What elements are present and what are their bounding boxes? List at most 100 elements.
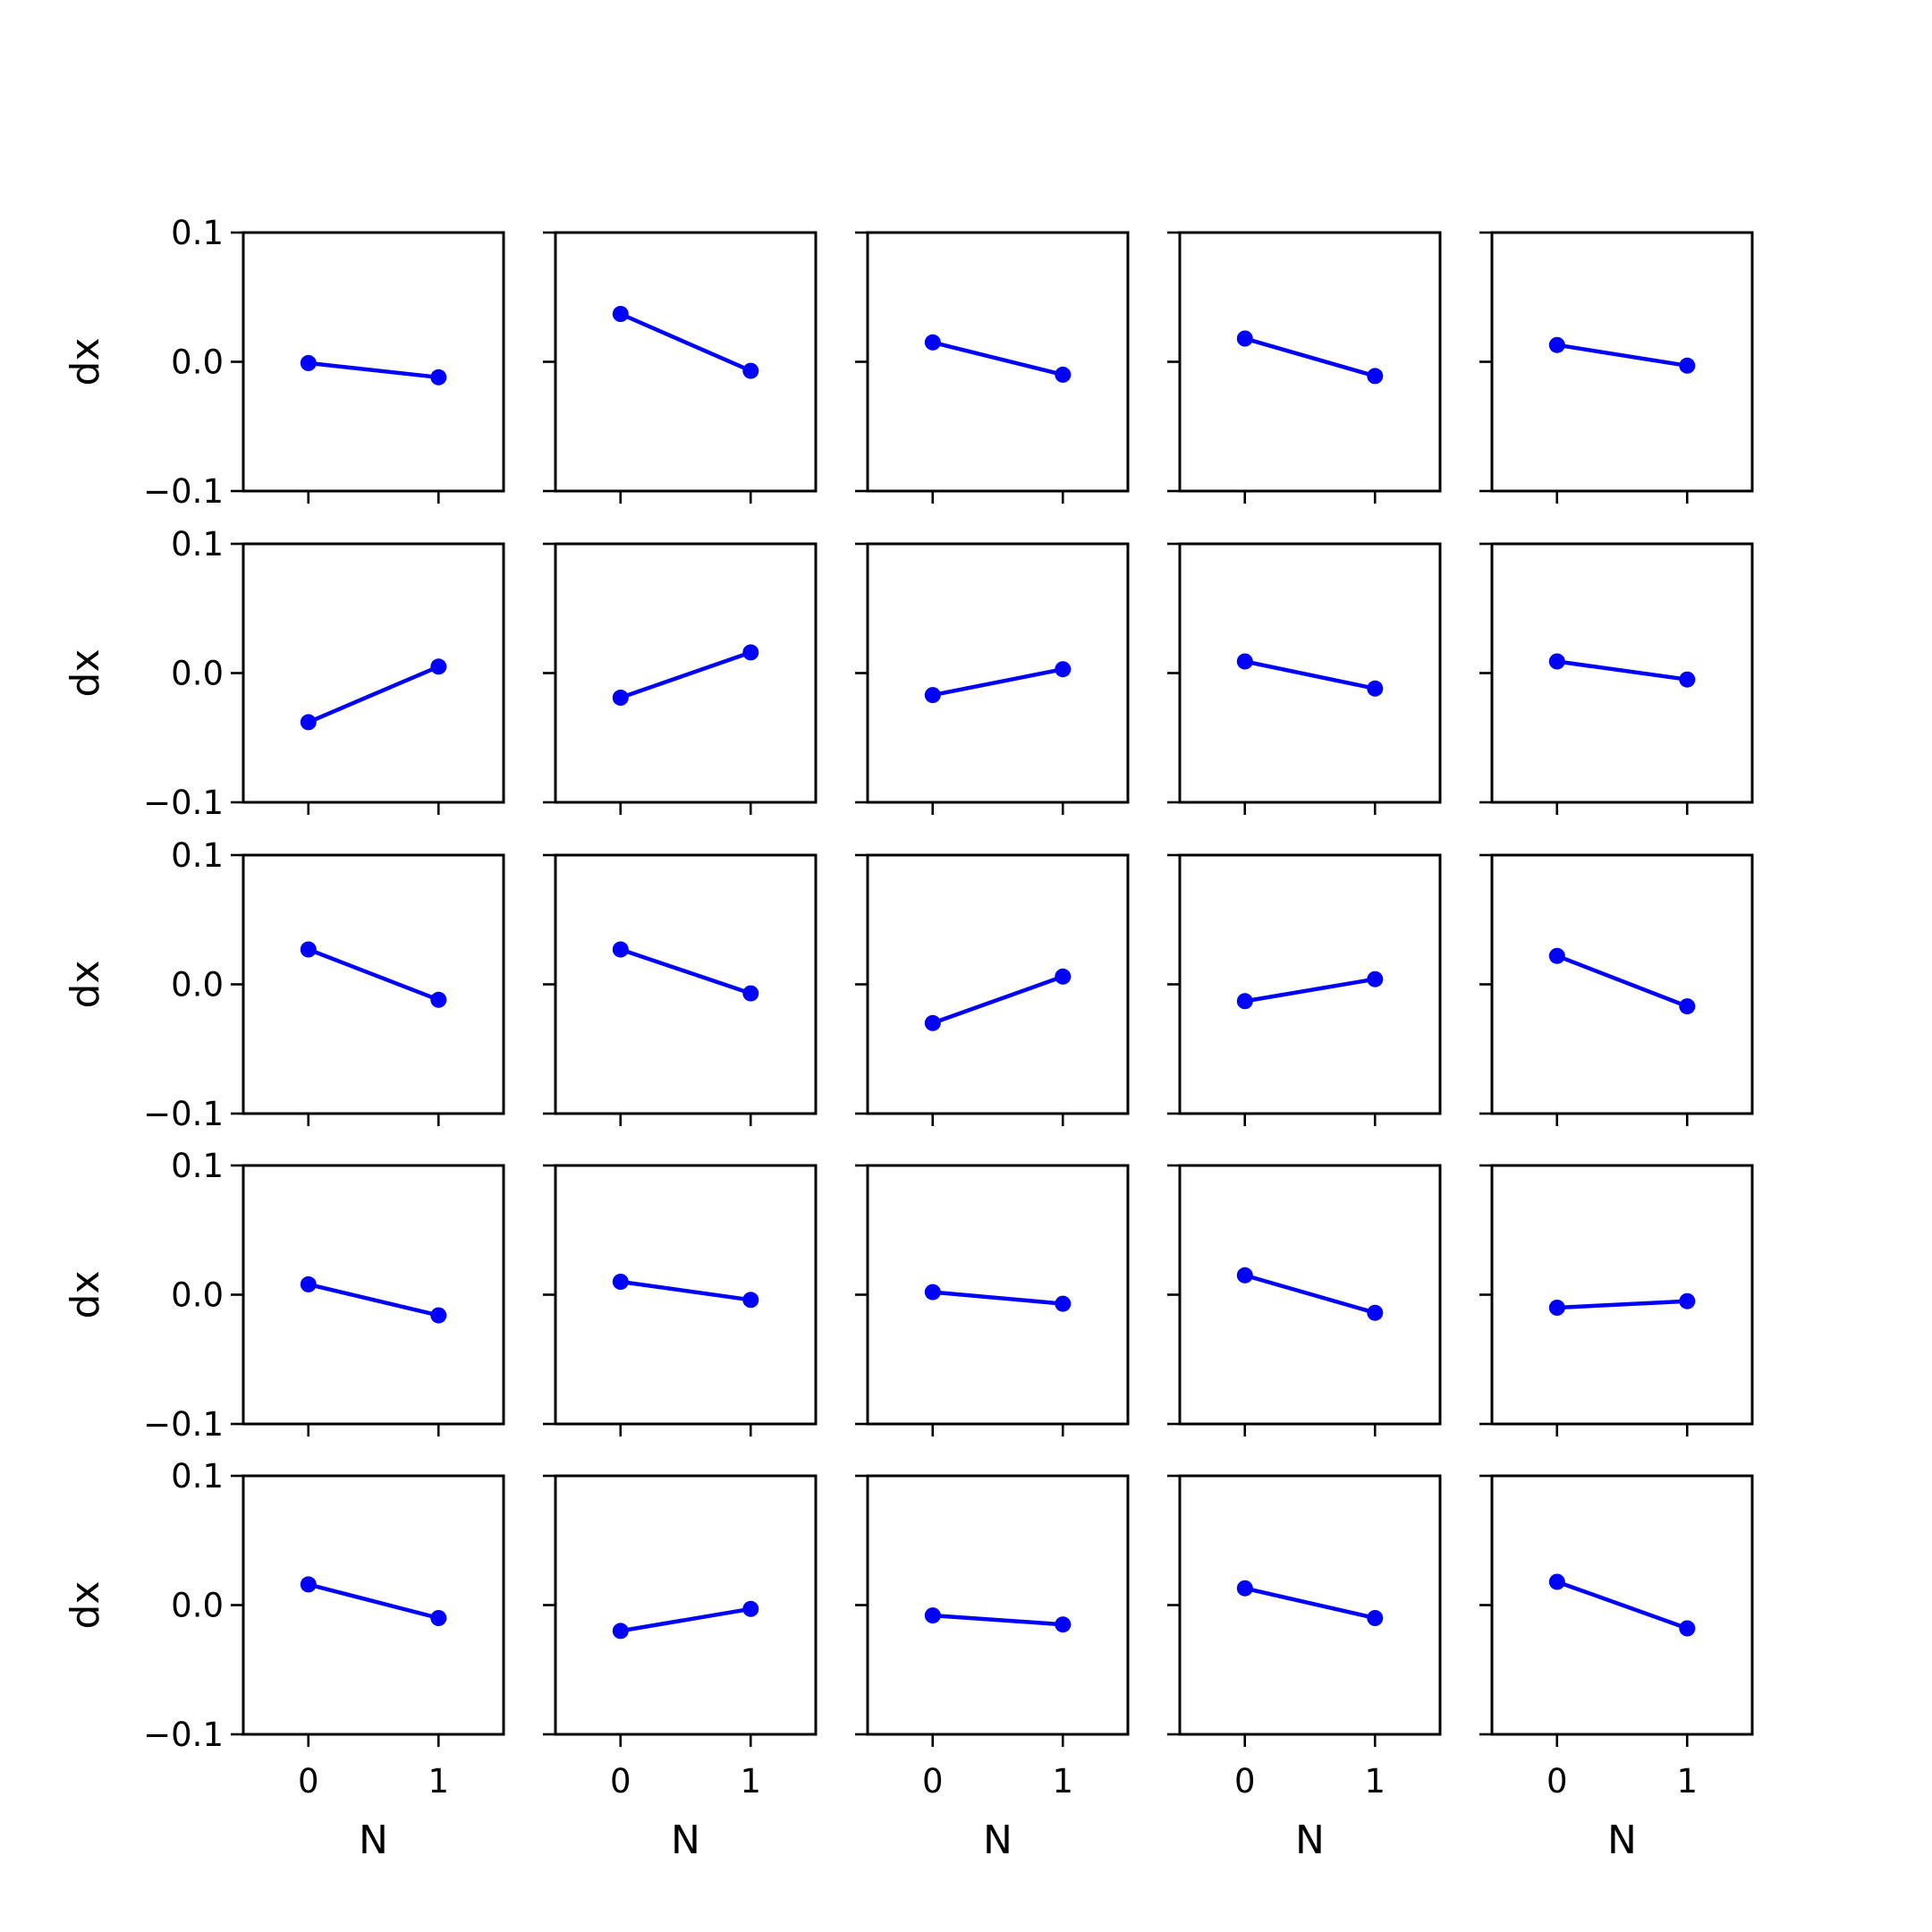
data-point — [300, 1275, 317, 1292]
panel-r2-c4 — [1479, 853, 1754, 1126]
series-line — [1556, 659, 1688, 682]
data-point — [430, 369, 447, 386]
axes-frame — [242, 542, 505, 804]
y-tick-label: 0.0 — [171, 966, 224, 1004]
panel-r1-c1 — [543, 542, 818, 815]
axes-frame — [554, 1474, 818, 1736]
panel-r2-c1 — [543, 853, 818, 1126]
data-point — [742, 644, 759, 661]
series-line — [1556, 1580, 1689, 1631]
data-point — [1367, 368, 1384, 385]
data-point — [612, 1623, 629, 1640]
y-tick-label: 0.0 — [171, 1587, 224, 1625]
series-line — [932, 340, 1063, 377]
data-point — [1236, 993, 1253, 1010]
panel-r3-c0: −0.1 0.0 0.1 dx — [63, 1147, 505, 1444]
data-point — [924, 334, 941, 351]
x-tick-label: 0 — [1546, 1762, 1568, 1801]
data-point — [612, 690, 629, 706]
axes-frame — [1178, 853, 1442, 1115]
y-tick-label: 0.1 — [171, 1147, 224, 1185]
x-axis-label: N — [983, 1818, 1013, 1863]
x-axis-label: N — [1295, 1818, 1325, 1863]
axes-frame — [1178, 231, 1442, 493]
series-line — [307, 947, 440, 1002]
y-tick-label: −0.1 — [143, 1405, 224, 1444]
data-point — [1548, 336, 1565, 353]
data-point — [300, 1576, 317, 1593]
axes-frame — [866, 853, 1130, 1115]
panel-r1-c4 — [1479, 542, 1754, 815]
data-point — [924, 1607, 941, 1624]
y-axis-label: dx — [63, 649, 108, 698]
axes-frame — [554, 231, 818, 493]
panel-r0-c1 — [543, 231, 818, 504]
series-line — [1556, 343, 1688, 369]
axes-frame — [1490, 231, 1754, 493]
y-tick-label: 0.1 — [171, 1457, 224, 1496]
y-tick-label: 0.0 — [171, 655, 224, 693]
data-point — [430, 658, 447, 675]
series-line — [1244, 1273, 1376, 1315]
data-point — [924, 687, 941, 704]
data-point — [742, 1600, 759, 1617]
axes-frame — [866, 1164, 1130, 1426]
data-point — [430, 991, 447, 1008]
x-tick-label: 0 — [298, 1762, 319, 1801]
data-point — [1367, 970, 1384, 987]
data-point — [1055, 1616, 1072, 1633]
data-point — [300, 714, 317, 731]
series-line — [620, 947, 752, 996]
x-tick-label: 0 — [610, 1762, 631, 1801]
panel-r4-c4: 0 1N — [1479, 1474, 1754, 1863]
panel-r0-c4 — [1479, 231, 1754, 504]
axes-frame — [242, 853, 505, 1115]
data-point — [742, 985, 759, 1002]
panel-r3-c4 — [1479, 1164, 1754, 1436]
series-line — [308, 1582, 439, 1621]
data-point — [1367, 1610, 1384, 1626]
data-point — [612, 306, 629, 322]
x-tick-label: 1 — [1676, 1762, 1698, 1801]
y-tick-label: −0.1 — [143, 784, 224, 822]
data-point — [1679, 357, 1696, 374]
series-line — [620, 1279, 751, 1302]
data-point — [1055, 366, 1072, 383]
y-tick-label: −0.1 — [143, 472, 224, 511]
y-tick-label: 0.0 — [171, 1276, 224, 1315]
data-point — [1236, 1580, 1253, 1597]
y-tick-label: 0.1 — [171, 214, 224, 252]
panel-r1-c3 — [1167, 542, 1442, 815]
data-point — [1236, 330, 1253, 347]
panel-r4-c3: 0 1N — [1167, 1474, 1442, 1863]
x-axis-label: N — [671, 1818, 700, 1863]
x-tick-label: 0 — [922, 1762, 944, 1801]
panel-r2-c2 — [855, 853, 1130, 1126]
axes-frame — [866, 1474, 1130, 1736]
panel-r3-c1 — [543, 1164, 818, 1436]
series-line — [932, 1613, 1063, 1627]
data-point — [1236, 1267, 1253, 1284]
series-line — [308, 1282, 439, 1318]
series-line — [1244, 336, 1376, 378]
axes-frame — [554, 853, 818, 1115]
series-line — [932, 666, 1063, 698]
series-line — [1556, 1299, 1688, 1310]
axes-frame — [1490, 853, 1754, 1115]
axes-frame — [866, 542, 1130, 804]
axes-frame — [242, 1474, 505, 1736]
axes-frame — [242, 1164, 505, 1426]
panel-r0-c0: −0.1 0.0 0.1 dx — [63, 214, 505, 511]
series-line — [1244, 977, 1376, 1004]
x-axis-label: N — [1607, 1818, 1637, 1863]
data-point — [1055, 1295, 1072, 1312]
y-axis-label: dx — [63, 338, 108, 386]
data-point — [1679, 998, 1696, 1015]
series-line — [619, 311, 752, 373]
panel-r2-c3 — [1167, 853, 1442, 1126]
panel-r3-c3 — [1167, 1164, 1442, 1436]
series-line — [307, 665, 440, 724]
series-line — [932, 974, 1064, 1025]
x-tick-label: 1 — [1364, 1762, 1385, 1801]
data-point — [1679, 671, 1696, 688]
